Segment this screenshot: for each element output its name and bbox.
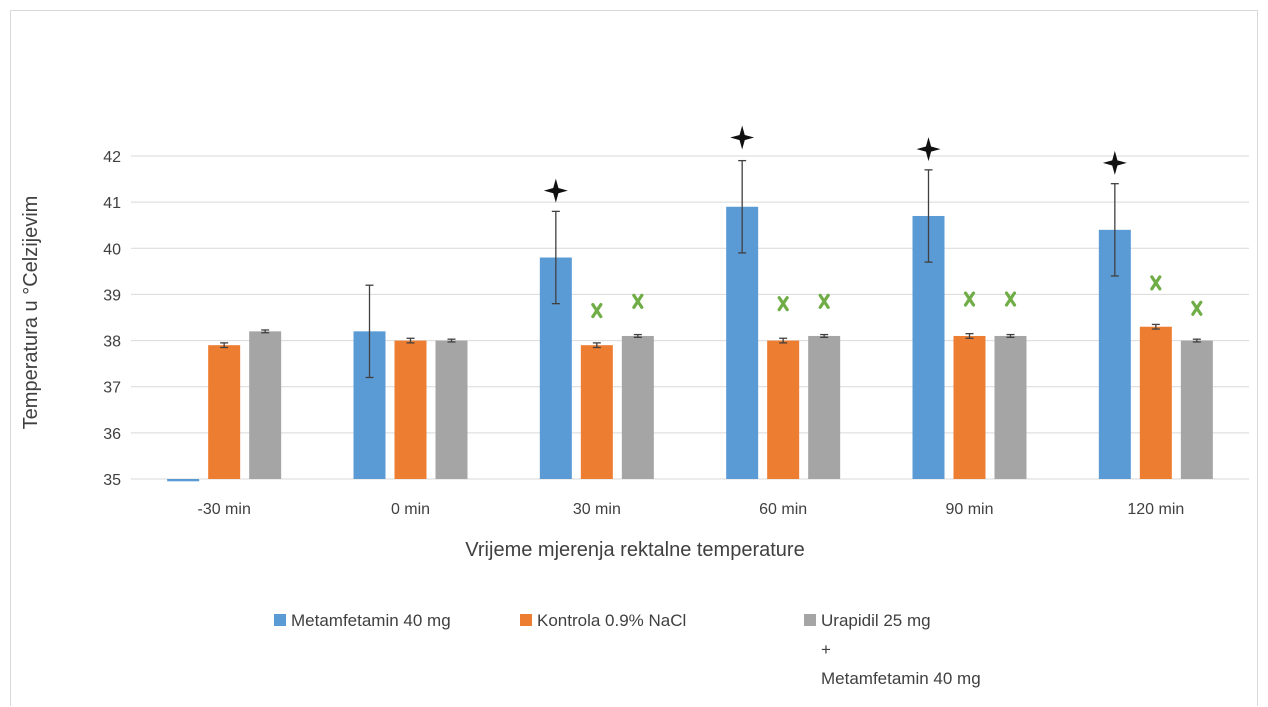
significance-cross-icon (818, 293, 830, 309)
significance-cross-icon (777, 296, 789, 312)
legend-swatch (274, 614, 286, 626)
legend-label: + (821, 640, 831, 659)
significance-star-icon (543, 178, 568, 203)
chart-frame: 35 36 37 38 39 40 41 42 -30 min 0 min 30 min 60 mi… (10, 10, 1258, 706)
significance-cross-icon (632, 293, 644, 309)
error-bars (220, 159, 1201, 379)
error-bar (965, 332, 974, 339)
error-bar (924, 169, 933, 263)
x-tick-labels: -30 min 0 min 30 min 60 min 90 min 120 min (197, 501, 1184, 518)
legend-swatch (520, 614, 532, 626)
legend-item: Kontrola 0.9% NaCl (520, 611, 686, 630)
legend-label: Metamfetamin 40 mg (291, 611, 451, 630)
significance-star-icon (916, 137, 941, 162)
bar (767, 340, 800, 479)
legend-item: Metamfetamin 40 mg (274, 611, 451, 630)
bar (953, 335, 986, 479)
gridlines (131, 155, 1249, 480)
significance-cross-icon (591, 302, 603, 319)
error-bar (779, 337, 788, 344)
significance-star-icon (730, 125, 755, 150)
y-tick-label: 38 (103, 334, 121, 351)
significance-star-icon (1102, 150, 1127, 175)
y-tick-label: 42 (103, 149, 121, 166)
y-tick-label: 37 (103, 380, 121, 397)
error-bar (447, 338, 456, 343)
error-bar (1110, 183, 1119, 277)
bar (994, 335, 1027, 479)
error-bar (1192, 338, 1201, 343)
error-bar (365, 284, 374, 379)
y-tick-label: 41 (103, 195, 121, 212)
x-tick-label: 60 min (759, 501, 807, 518)
significance-cross-icon (1150, 275, 1162, 291)
error-bar (261, 329, 270, 334)
x-tick-label: 0 min (391, 501, 430, 518)
bar (808, 335, 841, 479)
error-bar (1151, 323, 1160, 330)
error-bar (220, 342, 229, 349)
bar (167, 479, 200, 482)
error-bar (1006, 333, 1015, 338)
legend-item: Urapidil 25 mg + Metamfetamin 40 mg (804, 611, 981, 688)
significance-cross-icon (963, 291, 976, 307)
bar (580, 345, 613, 479)
bar (249, 331, 282, 479)
x-tick-label: 120 min (1127, 501, 1184, 518)
legend-label: Metamfetamin 40 mg (821, 669, 981, 688)
significance-cross-icon (1004, 291, 1017, 307)
y-tick-label: 40 (103, 241, 121, 258)
legend-swatch (804, 614, 816, 626)
y-tick-labels: 35 36 37 38 39 40 41 42 (103, 149, 121, 489)
x-tick-label: 30 min (573, 501, 621, 518)
legend-label: Kontrola 0.9% NaCl (537, 611, 686, 630)
bar (394, 340, 427, 479)
bar (1180, 340, 1213, 479)
x-tick-label: -30 min (197, 501, 250, 518)
x-axis-title: Vrijeme mjerenja rektalne temperature (465, 539, 804, 561)
bar (621, 335, 654, 479)
error-bar (406, 337, 415, 344)
bar (1139, 326, 1172, 479)
error-bar (738, 159, 747, 254)
y-tick-label: 39 (103, 287, 121, 304)
error-bar (592, 342, 601, 349)
bar (208, 345, 241, 479)
bar-chart: 35 36 37 38 39 40 41 42 -30 min 0 min 30 min 60 mi… (20, 125, 1249, 688)
significance-markers (543, 125, 1203, 319)
error-bar (551, 210, 560, 305)
error-bar (633, 333, 642, 338)
legend: Metamfetamin 40 mg Kontrola 0.9% NaCl Urap… (274, 611, 981, 688)
bar (435, 340, 468, 479)
y-axis-title: Temperatura u °Celzijevim (20, 196, 42, 430)
x-tick-label: 90 min (945, 501, 993, 518)
y-tick-label: 35 (103, 472, 121, 489)
y-tick-label: 36 (103, 426, 121, 443)
error-bar (820, 333, 829, 338)
significance-cross-icon (1191, 300, 1203, 316)
legend-label: Urapidil 25 mg (821, 611, 931, 630)
